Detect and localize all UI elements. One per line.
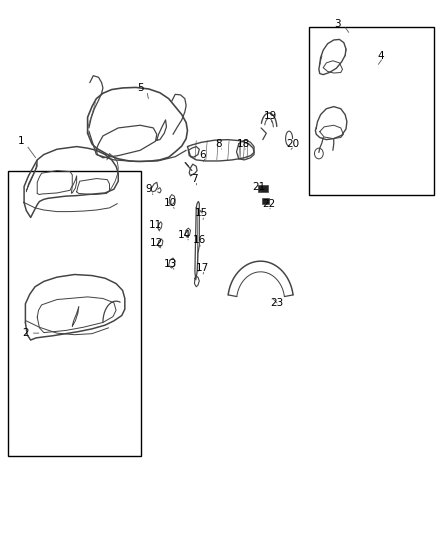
Text: 7: 7 <box>191 174 198 183</box>
Bar <box>309 27 434 195</box>
Text: 4: 4 <box>378 51 385 61</box>
Text: 19: 19 <box>264 111 277 120</box>
Text: 14: 14 <box>178 230 191 239</box>
Text: 13: 13 <box>163 259 177 269</box>
Text: 23: 23 <box>270 298 283 308</box>
Text: 1: 1 <box>18 136 25 146</box>
Text: 17: 17 <box>196 263 209 272</box>
Text: 3: 3 <box>334 19 341 29</box>
Bar <box>258 185 268 192</box>
Text: 8: 8 <box>215 139 223 149</box>
Text: 2: 2 <box>22 328 29 338</box>
Text: 11: 11 <box>149 221 162 230</box>
Text: 9: 9 <box>145 184 152 194</box>
Text: 20: 20 <box>286 139 299 149</box>
Bar <box>262 198 269 204</box>
Text: 10: 10 <box>164 198 177 207</box>
Bar <box>8 171 141 456</box>
Text: 16: 16 <box>193 236 206 245</box>
Text: 12: 12 <box>150 238 163 247</box>
Text: 15: 15 <box>195 208 208 218</box>
Text: 6: 6 <box>199 150 206 159</box>
Text: 21: 21 <box>252 182 265 191</box>
Text: 5: 5 <box>137 83 144 93</box>
Text: 22: 22 <box>262 199 276 208</box>
Text: 18: 18 <box>237 139 250 149</box>
